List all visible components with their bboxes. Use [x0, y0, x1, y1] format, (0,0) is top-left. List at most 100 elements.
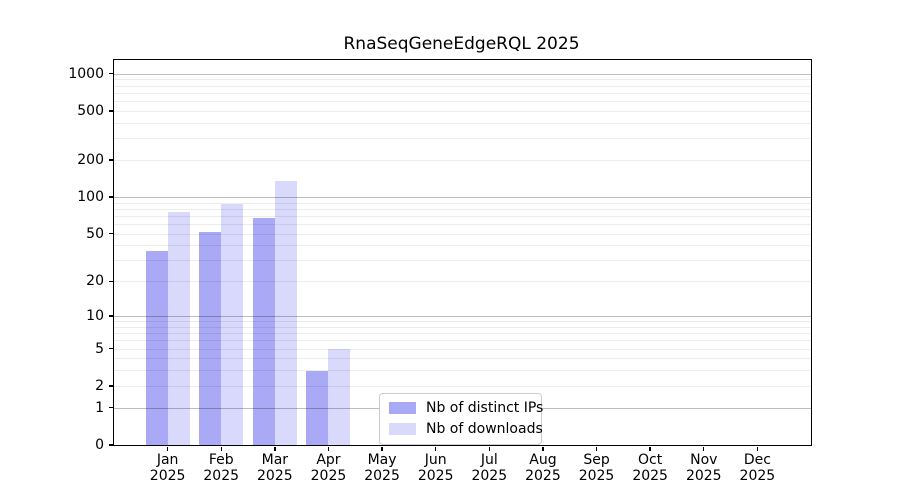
x-tick-month: Jan: [156, 452, 179, 468]
x-tick-nov: [703, 446, 705, 451]
legend-item-distinct-ips: Nb of distinct IPs: [389, 399, 543, 417]
bar-downloads-apr: [328, 348, 351, 445]
x-tick-dec: [756, 446, 759, 451]
x-tick-month: May: [367, 452, 397, 468]
x-tick-year: 2025: [471, 467, 508, 484]
y-tick-2: [108, 385, 113, 387]
y-tick-label-0: 0: [95, 437, 104, 453]
x-tick-label-jun: Jun 2025: [404, 452, 468, 484]
bar-distinct-ips-feb: [199, 231, 222, 445]
gridline-y-90: [114, 202, 811, 204]
x-tick-month: Oct: [638, 452, 663, 468]
y-tick-50: [108, 232, 113, 235]
y-tick-label-1: 1: [95, 399, 104, 416]
x-tick-label-nov: Nov 2025: [672, 452, 736, 484]
x-tick-label-may: May 2025: [350, 452, 414, 484]
y-tick-label-100: 100: [77, 188, 104, 205]
chart-title: RnaSeqGeneEdgeRQL 2025: [343, 34, 580, 54]
gridline-y-1000: [114, 73, 811, 75]
x-tick-jan: [166, 446, 169, 451]
gridline-y-8: [114, 326, 811, 328]
gridline-y-6: [114, 340, 811, 342]
y-tick-100: [108, 196, 113, 198]
gridline-y-3: [114, 370, 811, 372]
y-tick-label-20: 20: [86, 273, 104, 290]
y-tick-label-1000: 1000: [68, 65, 104, 82]
gridline-y-50: [114, 233, 811, 235]
x-tick-month: Nov: [690, 452, 718, 468]
y-tick-label-200: 200: [77, 151, 104, 168]
legend-swatch-downloads: [389, 423, 416, 435]
bar-downloads-jan: [167, 211, 190, 445]
y-tick-label-5: 5: [95, 340, 104, 357]
y-tick-0: [108, 444, 113, 446]
gridline-y-30: [114, 260, 811, 262]
y-tick-20: [108, 280, 113, 283]
x-tick-year: 2025: [203, 467, 240, 484]
x-tick-label-apr: Apr 2025: [296, 452, 360, 484]
gridline-y-70: [114, 215, 811, 217]
y-tick-label-500: 500: [77, 102, 104, 119]
x-tick-label-jul: Jul 2025: [457, 452, 521, 484]
x-tick-year: 2025: [417, 467, 454, 484]
legend-item-downloads: Nb of downloads: [389, 420, 543, 438]
bar-downloads-feb: [221, 204, 244, 445]
gridline-y-600: [114, 101, 811, 103]
x-tick-aug: [542, 446, 544, 451]
x-tick-month: Feb: [208, 452, 234, 468]
x-tick-year: 2025: [685, 467, 722, 484]
y-tick-500: [108, 110, 113, 112]
x-tick-month: Dec: [743, 452, 771, 468]
y-tick-10: [108, 315, 113, 317]
x-tick-feb: [220, 446, 222, 451]
gridline-y-9: [114, 321, 811, 323]
x-tick-oct: [649, 446, 651, 451]
x-tick-sep: [595, 446, 598, 451]
y-tick-label-2: 2: [95, 377, 104, 394]
y-tick-label-50: 50: [86, 225, 104, 242]
legend-label-downloads: Nb of downloads: [426, 421, 543, 437]
gridline-y-200: [114, 159, 811, 161]
x-tick-month: Aug: [529, 452, 557, 468]
x-tick-year: 2025: [149, 467, 186, 484]
gridline-y-400: [114, 122, 811, 124]
x-tick-label-aug: Aug 2025: [511, 452, 575, 484]
bar-downloads-mar: [274, 180, 297, 445]
x-tick-label-dec: Dec 2025: [725, 452, 789, 484]
x-tick-month: Apr: [316, 452, 341, 468]
legend: Nb of distinct IPs Nb of downloads: [379, 393, 543, 445]
x-tick-label-oct: Oct 2025: [618, 452, 682, 484]
gridline-y-4: [114, 358, 811, 360]
x-tick-month: Sep: [583, 452, 610, 468]
x-tick-year: 2025: [257, 467, 293, 484]
x-tick-label-sep: Sep 2025: [565, 452, 629, 484]
gridline-y-7: [114, 333, 811, 335]
x-tick-year: 2025: [739, 467, 776, 484]
gridline-y-10: [114, 316, 811, 318]
gridline-y-800: [114, 85, 811, 87]
x-tick-apr: [327, 446, 330, 451]
x-tick-label-mar: Mar 2025: [243, 452, 307, 484]
x-tick-year: 2025: [578, 467, 615, 484]
plot-area: 0 1 2 5 10 20 50 100 200 500 1000 Jan 2025 Feb 2025 Mar…: [68, 59, 812, 483]
x-tick-month: Jul: [480, 452, 498, 468]
x-tick-year: 2025: [525, 467, 561, 484]
gridline-y-300: [114, 138, 811, 140]
y-tick-200: [108, 159, 113, 161]
x-tick-may: [381, 446, 383, 451]
bar-distinct-ips-apr: [306, 370, 329, 445]
x-tick-jul: [488, 446, 490, 451]
gridline-y-40: [114, 245, 811, 247]
x-tick-month: Jun: [424, 452, 447, 468]
bar-distinct-ips-mar: [252, 218, 275, 445]
gridline-y-2: [114, 385, 811, 387]
gridline-y-60: [114, 224, 811, 226]
y-tick-1: [108, 407, 113, 409]
y-tick-label-10: 10: [86, 308, 104, 325]
gridline-y-20: [114, 281, 811, 283]
gridline-y-80: [114, 208, 811, 210]
x-tick-year: 2025: [364, 467, 400, 484]
legend-label-distinct-ips: Nb of distinct IPs: [426, 400, 544, 416]
gridline-y-100: [114, 196, 811, 198]
